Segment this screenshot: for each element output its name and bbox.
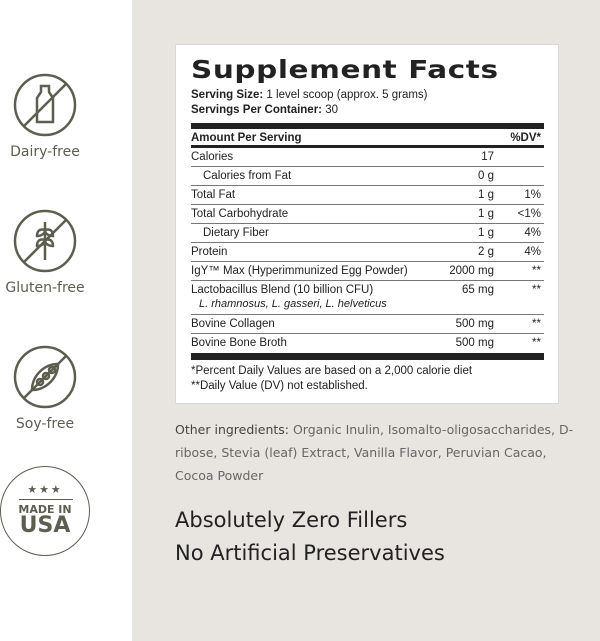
amount: 1 g bbox=[478, 227, 494, 239]
nutrient-name: Lactobacillus Blend (10 billion CFU) bbox=[191, 284, 374, 296]
table-row: Protein 2 g 4% bbox=[191, 243, 544, 262]
facts-title: Supplement Facts bbox=[191, 55, 499, 84]
amount: 500 mg bbox=[455, 318, 494, 330]
nutrient-name: Protein bbox=[191, 246, 228, 258]
amount: 1 g bbox=[478, 208, 494, 220]
nutrient-name: Bovine Collagen bbox=[191, 318, 275, 330]
badge-label: Gluten-free bbox=[5, 280, 85, 296]
nutrient-name: Bovine Bone Broth bbox=[191, 337, 287, 349]
table-row: Calories from Fat 0 g bbox=[191, 167, 544, 186]
nutrient-name: IgY™ Max (Hyperimmunized Egg Powder) bbox=[191, 265, 408, 277]
daily-value: 4% bbox=[524, 246, 541, 258]
serving-size: Serving Size: 1 level scoop (approx. 5 g… bbox=[191, 89, 428, 101]
table-header: Amount Per Serving %DV* bbox=[191, 129, 544, 148]
no-soy-icon bbox=[13, 345, 77, 409]
nutrient-subtext: L. rhamnosus, L. gasseri, L. helveticus bbox=[199, 298, 387, 310]
badge-dairy-free: Dairy-free bbox=[0, 72, 90, 160]
table-row: Dietary Fiber 1 g 4% bbox=[191, 224, 544, 243]
seal-line1: MADE IN bbox=[18, 503, 72, 516]
table-row: Total Carbohydrate 1 g <1% bbox=[191, 205, 544, 224]
badge-gluten-free: Gluten-free bbox=[0, 208, 90, 296]
daily-value: ** bbox=[532, 284, 541, 296]
nutrient-name: Calories bbox=[191, 151, 234, 163]
nutrient-name: Dietary Fiber bbox=[203, 227, 269, 239]
badge-made-in-usa: ★★★ MADE IN USA bbox=[0, 466, 90, 556]
amount: 1 g bbox=[478, 189, 494, 201]
no-dairy-icon bbox=[13, 73, 77, 137]
badge-column: Dairy-free Gluten-free Soy-free ★★★ MADE… bbox=[0, 0, 132, 641]
other-ingredients: Other ingredients: Organic Inulin, Isoma… bbox=[175, 422, 574, 483]
no-gluten-icon bbox=[13, 209, 77, 273]
footnote: **Daily Value (DV) not established. bbox=[191, 380, 368, 392]
tagline: Absolutely Zero Fillers bbox=[175, 508, 408, 532]
daily-value: ** bbox=[532, 265, 541, 277]
daily-value: 1% bbox=[524, 189, 541, 201]
table-row: Total Fat 1 g 1% bbox=[191, 186, 544, 205]
stars-icon: ★★★ bbox=[27, 484, 63, 496]
amount: 2 g bbox=[478, 246, 494, 258]
amount: 2000 mg bbox=[449, 265, 494, 277]
daily-value: ** bbox=[532, 337, 541, 349]
nutrient-name: Calories from Fat bbox=[203, 170, 292, 182]
supplement-facts-panel: Supplement Facts Serving Size: 1 level s… bbox=[175, 44, 559, 404]
table-row: IgY™ Max (Hyperimmunized Egg Powder) 2000… bbox=[191, 262, 544, 281]
table-row: Bovine Collagen 500 mg ** bbox=[191, 315, 544, 334]
amount: 17 bbox=[481, 151, 494, 163]
table-row: Bovine Bone Broth 500 mg ** bbox=[191, 334, 544, 353]
servings-per-container: Servings Per Container: 30 bbox=[191, 104, 339, 116]
badge-label: Dairy-free bbox=[10, 144, 80, 160]
seal-line2: USA bbox=[19, 513, 71, 538]
amount: 0 g bbox=[478, 170, 494, 182]
nutrient-name: Total Fat bbox=[191, 189, 236, 201]
table-row: Lactobacillus Blend (10 billion CFU) L. r… bbox=[191, 281, 544, 315]
daily-value: ** bbox=[532, 318, 541, 330]
daily-value: 4% bbox=[524, 227, 541, 239]
footnote: *Percent Daily Values are based on a 2,0… bbox=[191, 365, 473, 377]
badge-soy-free: Soy-free bbox=[0, 344, 90, 432]
tagline: No Artificial Preservatives bbox=[175, 541, 445, 565]
amount: 65 mg bbox=[462, 284, 494, 296]
nutrient-name: Total Carbohydrate bbox=[191, 208, 289, 220]
facts-table: Amount Per Serving %DV* Calories 17 Calorie… bbox=[191, 123, 544, 394]
amount: 500 mg bbox=[455, 337, 494, 349]
badge-label: Soy-free bbox=[15, 416, 75, 432]
table-row: Calories 17 bbox=[191, 148, 544, 167]
daily-value: <1% bbox=[517, 208, 541, 220]
made-in-usa-seal: ★★★ MADE IN USA bbox=[0, 466, 90, 556]
